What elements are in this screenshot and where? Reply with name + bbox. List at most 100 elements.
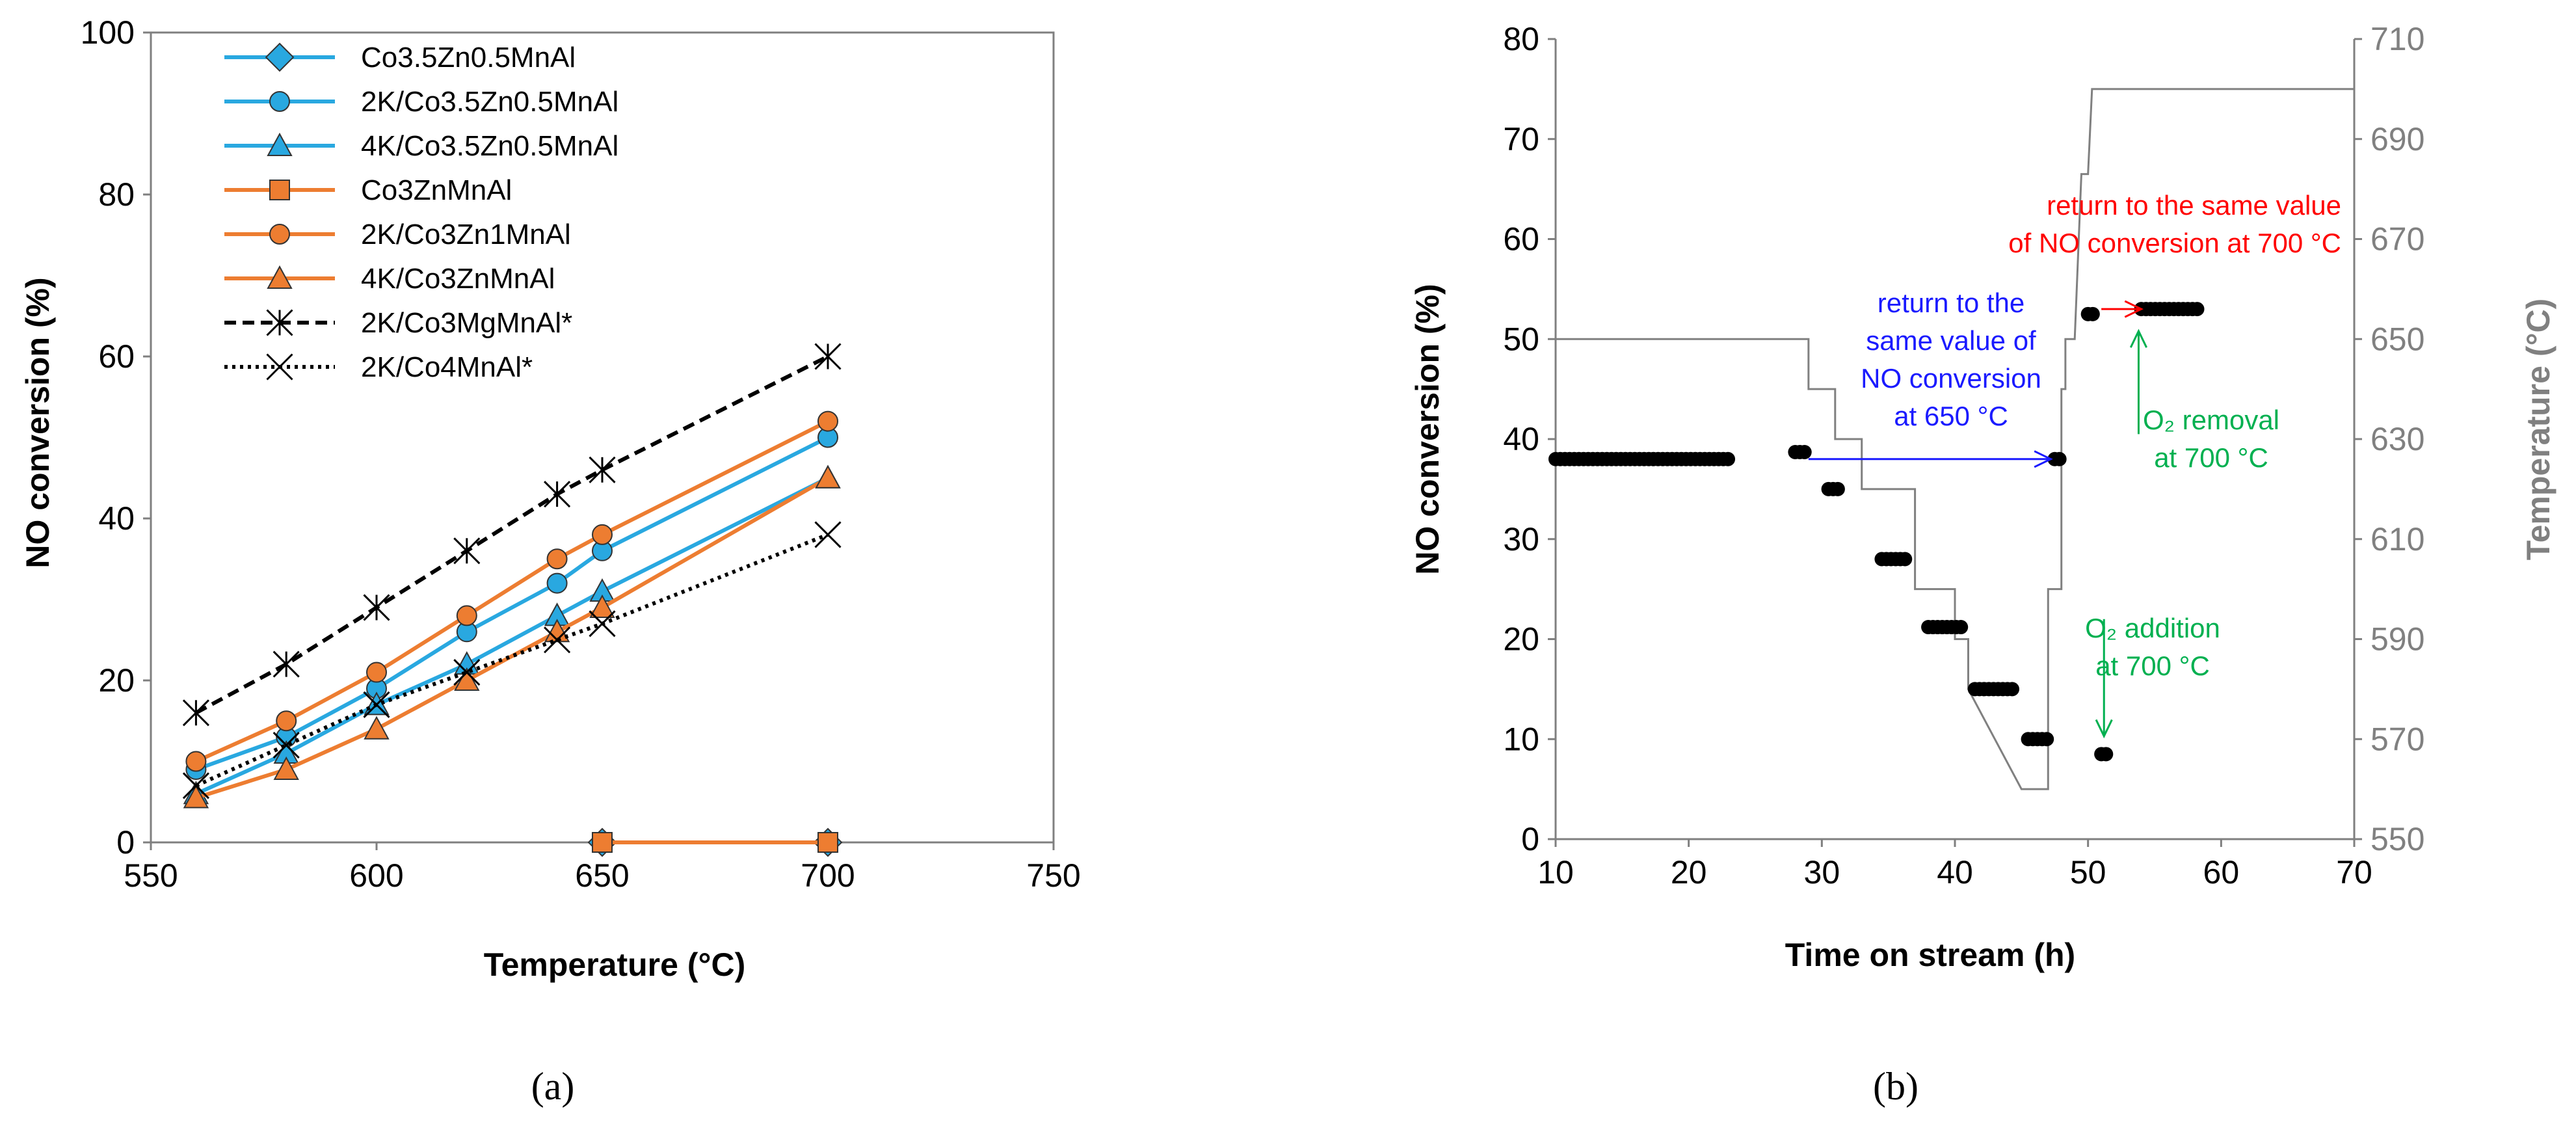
no-conversion-segment xyxy=(1788,444,1812,459)
y-tick-label: 60 xyxy=(1503,221,1539,258)
x-tick-label: 650 xyxy=(575,857,629,894)
legend-entry: 4K/Co3ZnMnAl xyxy=(224,263,555,295)
data-point xyxy=(817,410,838,432)
y2-tick-label: 610 xyxy=(2370,521,2424,557)
x-tick-label: 750 xyxy=(1026,857,1080,894)
legend-swatch-marker xyxy=(267,132,293,156)
y-tick-label: 60 xyxy=(98,338,135,375)
legend-swatch-marker xyxy=(266,309,293,336)
chart-b-panel-label: (b) xyxy=(1873,1065,1919,1108)
y-tick-label: 80 xyxy=(98,176,135,213)
chart-b-y-axis-label: NO conversion (%) xyxy=(1409,284,1446,574)
data-point xyxy=(1898,552,1913,567)
x-tick-label: 700 xyxy=(801,857,855,894)
data-point xyxy=(544,481,571,508)
x-tick-label: 50 xyxy=(2070,854,2106,891)
no-conversion-segment xyxy=(2094,747,2114,762)
y2-tick-label: 710 xyxy=(2370,21,2424,57)
legend-swatch-marker xyxy=(265,42,295,72)
legend-label: 2K/Co3Zn1MnAl xyxy=(361,219,571,250)
x-tick-label: 10 xyxy=(1537,854,1574,891)
data-point xyxy=(185,751,207,772)
data-point xyxy=(273,756,299,780)
legend-swatch-marker xyxy=(266,353,293,381)
data-point xyxy=(363,691,390,718)
data-point xyxy=(453,537,481,565)
series-2K/Co3MgMnAl* xyxy=(182,343,842,727)
legend-label: Co3ZnMnAl xyxy=(361,174,512,206)
data-point xyxy=(1721,451,1736,466)
series-2K/Co3.5Zn0.5MnAl xyxy=(185,427,838,780)
annotation-650: return to the same value of NO conversion a… xyxy=(1808,288,2053,468)
data-point xyxy=(2052,451,2067,466)
legend-swatch-marker xyxy=(269,180,290,200)
data-point xyxy=(2190,302,2205,317)
data-point xyxy=(817,832,838,853)
chart-a: Co3.5Zn0.5MnAl 2K/Co3.5Zn0.5MnAl 4K/Co3.5Z… xyxy=(20,14,1081,1108)
y2-tick-label: 630 xyxy=(2370,421,2424,457)
no-conversion-segment xyxy=(1874,552,1913,567)
legend-label: 2K/Co3.5Zn0.5MnAl xyxy=(361,86,618,118)
chart-a-x-axis-label: Temperature (°C) xyxy=(484,946,745,983)
y-tick-label: 40 xyxy=(1503,421,1539,457)
data-point xyxy=(814,521,842,548)
y2-tick-label: 570 xyxy=(2370,721,2424,757)
annotation-text: at 650 °C xyxy=(1894,401,2008,431)
data-point xyxy=(453,658,481,686)
annotation-text: of NO conversion at 700 °C xyxy=(2008,228,2341,258)
legend-label: 4K/Co3.5Zn0.5MnAl xyxy=(361,130,618,162)
annotation-text: return to the xyxy=(1878,288,2025,318)
annotation-o2-addition: O₂ addition at 700 °C xyxy=(2085,613,2220,739)
series-4K/Co3ZnMnAl xyxy=(183,464,841,809)
data-point xyxy=(364,716,390,740)
y2-tick-label: 670 xyxy=(2370,221,2424,258)
data-point xyxy=(1797,444,1812,459)
no-conversion-segment xyxy=(2134,302,2205,317)
x-tick-label: 70 xyxy=(2336,854,2372,891)
data-point xyxy=(2005,682,2020,697)
x-tick-label: 30 xyxy=(1804,854,1840,891)
y-tick-label: 10 xyxy=(1503,721,1539,757)
data-point xyxy=(276,710,297,732)
legend-entry: 4K/Co3.5Zn0.5MnAl xyxy=(224,130,618,162)
annotation-text: O₂ removal xyxy=(2143,405,2279,435)
data-point xyxy=(2085,306,2100,321)
temperature-line xyxy=(1556,88,2354,790)
no-conversion-segment xyxy=(2080,306,2100,321)
chart-b-plot-area xyxy=(1548,38,2362,847)
legend-label: 2K/Co4MnAl* xyxy=(361,351,533,383)
x-tick-label: 550 xyxy=(124,857,178,894)
chart-b-annotations: return to the same value of NO conversion a… xyxy=(1808,190,2341,739)
data-point xyxy=(814,343,842,370)
chart-a-y-axis-label: NO conversion (%) xyxy=(20,277,56,568)
legend-label: 4K/Co3ZnMnAl xyxy=(361,263,555,295)
data-point xyxy=(589,456,616,483)
chart-a-legend: Co3.5Zn0.5MnAl 2K/Co3.5Zn0.5MnAl 4K/Co3.5Z… xyxy=(224,42,618,383)
data-point xyxy=(2039,732,2054,747)
series-Co3ZnMnAl xyxy=(592,832,838,853)
legend-entry: 2K/Co4MnAl* xyxy=(224,351,533,383)
x-tick-label: 40 xyxy=(1937,854,1973,891)
data-point xyxy=(182,772,209,799)
y-tick-label: 20 xyxy=(98,662,135,699)
y-tick-label: 0 xyxy=(116,824,135,861)
y-tick-label: 20 xyxy=(1503,621,1539,658)
no-conversion-segment xyxy=(1548,451,1736,466)
legend-entry: Co3ZnMnAl xyxy=(224,174,512,206)
y2-tick-label: 690 xyxy=(2370,121,2424,157)
data-point xyxy=(546,548,568,570)
annotation-text: return to the same value xyxy=(2047,190,2341,221)
legend-entry: 2K/Co3MgMnAl* xyxy=(224,307,572,339)
legend-entry: 2K/Co3.5Zn0.5MnAl xyxy=(224,86,618,118)
data-point xyxy=(589,594,615,618)
annotation-text: NO conversion xyxy=(1861,363,2041,394)
no-conversion-segment xyxy=(1921,620,1969,635)
annotation-700: return to the same value of NO conversion… xyxy=(2008,190,2341,318)
chart-a-tick-labels: 550 600 650 700 750 0 20 40 60 80 100 xyxy=(81,14,1081,894)
legend-label: Co3.5Zn0.5MnAl xyxy=(361,42,576,74)
chart-a-panel-label: (a) xyxy=(531,1065,575,1108)
no-conversion-segment xyxy=(1821,481,1845,496)
chart-b-tick-labels: 10 20 30 40 50 60 7001020304050607080550570590… xyxy=(1503,21,2424,891)
legend-swatch-marker xyxy=(267,265,293,289)
